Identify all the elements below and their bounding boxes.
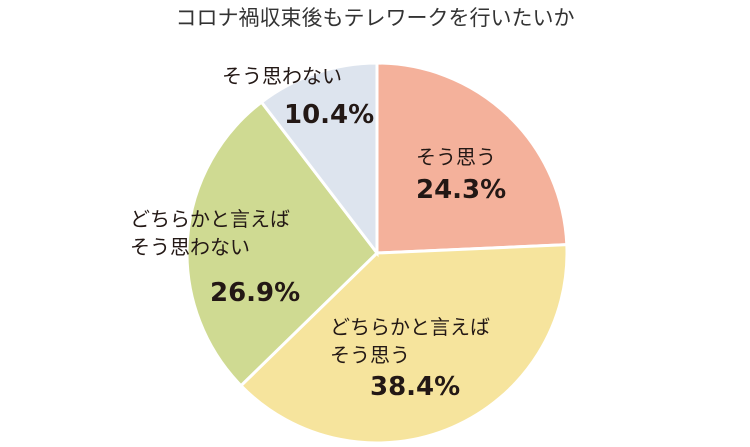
pie-slice [259, 61, 379, 258]
value-label: 26.9% [210, 278, 301, 308]
pie-slice [185, 100, 380, 388]
pie-slice [238, 243, 569, 445]
value-label: 10.4% [284, 100, 375, 130]
slice-label: そう思わない [222, 64, 342, 88]
slice-label: どちらかと言えば そう思う [330, 315, 490, 367]
slice-label: そう思う [416, 145, 496, 169]
slice-label: どちらかと言えば そう思わない [130, 207, 290, 259]
value-label: 24.3% [416, 175, 507, 205]
value-label: 38.4% [370, 372, 461, 402]
chart-title: コロナ禍収束後もテレワークを行いたいか [175, 6, 575, 30]
pie-slice [375, 61, 569, 255]
